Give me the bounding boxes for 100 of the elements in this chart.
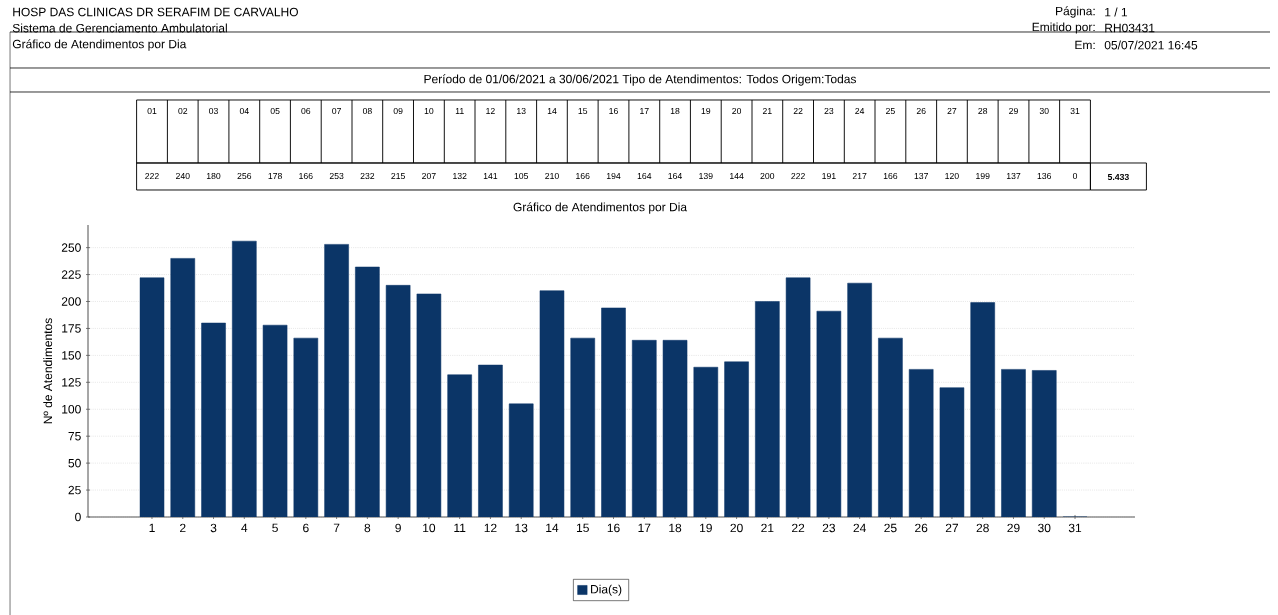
x-tick-label: 23: [822, 523, 836, 533]
text: 11: [455, 108, 464, 114]
y-tick-label: 175: [62, 324, 81, 333]
text: 16: [609, 107, 618, 115]
data-label: 210: [545, 172, 559, 180]
text: 01: [147, 107, 157, 115]
y-tick-label: 250: [61, 243, 81, 252]
text: Emitido por:: [1032, 22, 1095, 34]
y-tick-label: 75: [68, 432, 81, 441]
y-tick-label: 100: [62, 404, 81, 414]
text: 17: [640, 108, 649, 114]
x-tick-label: 6: [303, 523, 309, 533]
text: RH03431: [1105, 23, 1155, 33]
data-label: 217: [852, 172, 867, 180]
x-tick-label: 1: [149, 523, 155, 532]
x-tick-label: 13: [515, 523, 528, 533]
x-tick-label: 30: [1038, 523, 1051, 533]
text: 30: [1039, 107, 1049, 115]
text: 05/07/2021 16:45: [1104, 40, 1198, 50]
x-tick-label: 4: [241, 523, 248, 532]
text: 20: [732, 107, 742, 115]
text: Em:: [1075, 40, 1095, 50]
text: 24: [855, 107, 865, 115]
text: 14: [547, 108, 557, 114]
x-tick-label: 15: [576, 523, 589, 533]
y-tick-label: 25: [68, 485, 81, 495]
data-label: 194: [606, 172, 621, 180]
text: 26: [916, 107, 926, 115]
y-tick-label: 0: [75, 512, 81, 522]
data-label: 180: [206, 172, 221, 180]
chart-subtitle: Período de 01/06/2021 a 30/06/2021 Tipo de Atendimentos: Todos Origem:Todas: [424, 74, 856, 86]
text: 27: [947, 107, 957, 115]
chart-title: Gráfico de Atendimentos por Dia: [513, 202, 688, 214]
data-label: 144: [730, 173, 744, 179]
x-tick-label: 8: [364, 523, 371, 533]
data-label: 222: [145, 172, 159, 180]
text: 22: [793, 107, 803, 115]
x-tick-label: 14: [546, 523, 559, 532]
data-label: 207: [422, 172, 436, 180]
text: 07: [332, 107, 341, 115]
x-tick-label: 31: [1068, 523, 1082, 533]
x-tick-label: 7: [333, 523, 340, 532]
text: 03: [209, 107, 218, 115]
x-tick-label: 9: [395, 523, 401, 533]
text: 04: [239, 107, 249, 115]
data-label: 132: [453, 172, 467, 180]
x-tick-label: 2: [180, 523, 186, 533]
text: 12: [486, 107, 495, 115]
data-label: 232: [360, 172, 375, 180]
x-tick-label: 21: [761, 523, 774, 533]
data-label: 136: [1037, 172, 1052, 180]
text: 18: [670, 107, 680, 115]
text: Gráfico de Atendimentos por Dia: [12, 39, 187, 51]
x-tick-label: 24: [853, 523, 866, 533]
text: 13: [517, 107, 526, 115]
y-tick-label: 50: [68, 458, 81, 468]
text: 10: [424, 107, 434, 115]
x-tick-label: 12: [484, 523, 497, 533]
legend-label: Dia(s): [591, 584, 622, 596]
data-label: 141: [483, 173, 498, 179]
x-tick-label: 16: [607, 523, 620, 533]
x-tick-label: 25: [884, 523, 897, 533]
data-label: 137: [914, 172, 928, 180]
data-label: 178: [268, 172, 282, 180]
text: 06: [301, 107, 311, 115]
x-tick-label: 10: [423, 523, 436, 533]
x-tick-label: 20: [730, 523, 743, 533]
x-tick-label: 26: [915, 523, 928, 533]
x-tick-label: 11: [454, 523, 466, 532]
data-label: 199: [976, 172, 990, 180]
data-label: 222: [791, 172, 805, 180]
x-tick-label: 28: [976, 523, 989, 533]
data-label: 256: [237, 172, 252, 180]
text: 23: [824, 107, 834, 115]
y-tick-label: 200: [61, 297, 81, 306]
text: Sistema de Gerenciamento Ambulatorial: [12, 23, 227, 33]
text: 15: [578, 107, 588, 115]
text: 1 / 1: [1105, 7, 1128, 17]
text: 31: [1070, 107, 1080, 115]
data-label: 164: [637, 172, 652, 180]
data-label: 240: [176, 172, 190, 180]
text: 05: [270, 107, 280, 115]
data-label: 166: [883, 172, 898, 180]
text: 29: [1009, 107, 1018, 115]
text: Página:: [1056, 6, 1095, 18]
x-tick-label: 27: [945, 523, 959, 533]
x-tick-label: 19: [700, 523, 712, 533]
text: 25: [886, 107, 895, 115]
y-tick-label: 150: [62, 351, 81, 360]
data-label: 166: [576, 172, 590, 180]
x-tick-label: 3: [210, 523, 217, 533]
data-label: 120: [945, 172, 959, 180]
x-tick-label: 22: [792, 523, 805, 533]
text: 09: [393, 107, 403, 115]
y-tick-label: 125: [62, 378, 81, 387]
text: 02: [178, 107, 188, 115]
data-label: 137: [1006, 172, 1021, 180]
text: 19: [701, 107, 711, 115]
data-label: 200: [760, 172, 775, 180]
x-tick-label: 18: [669, 523, 682, 533]
